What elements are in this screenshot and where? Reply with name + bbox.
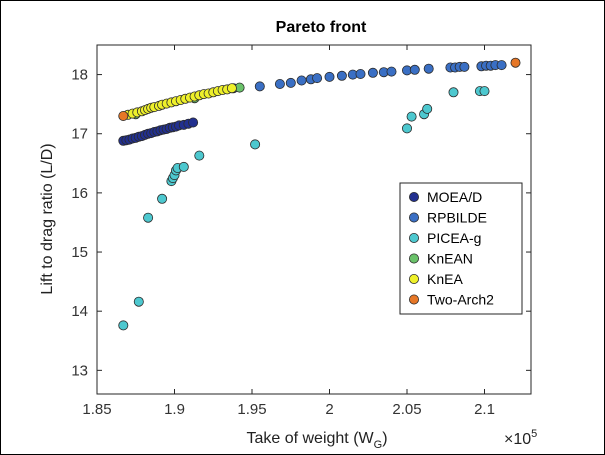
data-point: [179, 162, 188, 171]
x-tick-label: 2.1: [474, 401, 495, 418]
y-tick-label: 16: [71, 185, 88, 202]
data-point: [275, 79, 284, 88]
data-point: [423, 104, 432, 113]
data-point: [424, 64, 433, 73]
x-axis-label: Take of weight (WG): [246, 430, 387, 451]
legend: MOEA/D RPBILDE PICEA-g KnEAN KnEA Two-Arch2: [400, 183, 522, 314]
data-point: [460, 62, 469, 71]
data-point: [407, 112, 416, 121]
y-tick-label: 17: [71, 126, 88, 143]
y-tick-label: 18: [71, 67, 88, 84]
data-point: [286, 78, 295, 87]
data-point: [356, 69, 365, 78]
y-tick-label: 15: [71, 244, 88, 261]
x-axis-label-subscript: G: [374, 439, 383, 451]
data-point: [227, 84, 236, 93]
x-axis-label-suffix: ): [382, 430, 387, 447]
x-tick-label: 1.95: [237, 401, 266, 418]
data-point: [410, 65, 419, 74]
x-tick-label: 2.05: [392, 401, 421, 418]
data-point: [195, 151, 204, 160]
data-point: [189, 118, 198, 127]
legend-label: KnEAN: [427, 251, 473, 267]
legend-marker: [409, 233, 418, 242]
data-point: [313, 74, 322, 83]
legend-marker: [409, 213, 418, 222]
x-tick-label: 2: [325, 401, 333, 418]
legend-label: MOEA/D: [427, 189, 482, 205]
data-point: [497, 61, 506, 70]
y-tick-label: 14: [71, 303, 88, 320]
chart-title: Pareto front: [276, 19, 367, 36]
legend-marker: [409, 274, 418, 283]
data-point: [251, 140, 260, 149]
x-tick-label: 1.9: [164, 401, 185, 418]
x-axis-multiplier: ×105: [504, 428, 537, 448]
data-point: [134, 297, 143, 306]
y-axis-label: Lift to drag ratio (L/D): [39, 143, 56, 294]
legend-marker: [409, 254, 418, 263]
legend-label: RPBILDE: [427, 210, 487, 226]
x-tick-label: 1.85: [82, 401, 111, 418]
data-point: [255, 82, 264, 91]
legend-marker: [409, 192, 418, 201]
data-point: [337, 71, 346, 80]
data-point: [119, 111, 128, 120]
data-point: [402, 124, 411, 133]
data-point: [387, 67, 396, 76]
data-point: [511, 58, 520, 67]
data-point: [325, 72, 334, 81]
x-axis-multiplier-exponent: 5: [531, 428, 537, 440]
legend-label: PICEA-g: [427, 230, 481, 246]
legend-label: KnEA: [427, 271, 463, 287]
data-point: [480, 87, 489, 96]
data-point: [449, 88, 458, 97]
data-point: [119, 321, 128, 330]
data-point: [368, 68, 377, 77]
data-point: [144, 213, 153, 222]
legend-label: Two-Arch2: [427, 292, 494, 308]
data-point: [297, 76, 306, 85]
legend-marker: [409, 295, 418, 304]
y-tick-label: 13: [71, 362, 88, 379]
data-point: [158, 194, 167, 203]
